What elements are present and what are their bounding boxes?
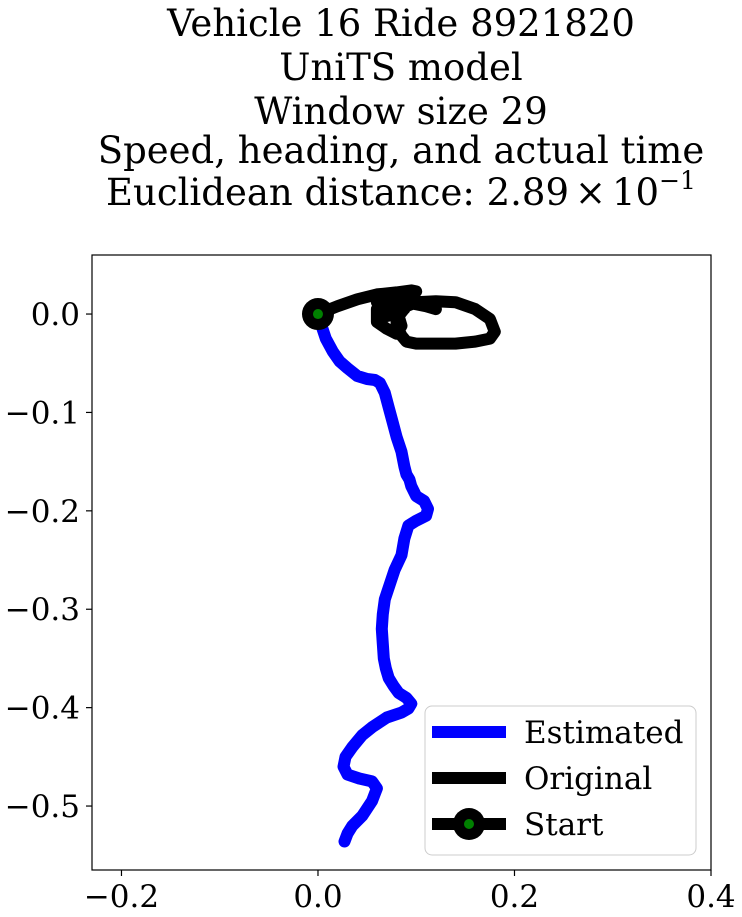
legend-label-estimated: Estimated [524, 715, 683, 751]
title-line-3: Window size 29 [254, 90, 548, 133]
x-tick-label: 0.4 [686, 879, 735, 915]
plot-area: −0.2 0.0 0.2 0.4 0.0 −0.1 −0.2 −0.3 −0.4 −0.5 [5, 254, 736, 915]
x-tick-label: 0.0 [293, 879, 342, 915]
title-distance-base: 10 [612, 171, 659, 214]
y-tick-label: −0.1 [5, 395, 80, 431]
y-axis: 0.0 −0.1 −0.2 −0.3 −0.4 −0.5 [5, 297, 92, 825]
y-tick-label: −0.5 [5, 789, 80, 825]
start-marker-center [312, 309, 323, 320]
series-layer [301, 284, 501, 848]
plot-frame [91, 254, 712, 871]
y-tick-label: −0.3 [5, 592, 80, 628]
title-distance-times: × [575, 171, 606, 214]
title-line-5: Euclidean distance: 2.89 × 10−1 [106, 166, 696, 214]
chart-title: Vehicle 16 Ride 8921820 UniTS model Wind… [98, 2, 705, 214]
title-distance-prefix: Euclidean distance: 2.89 [106, 171, 569, 214]
x-tick-label: 0.2 [490, 879, 539, 915]
legend-box [424, 705, 697, 856]
series-line-original [312, 284, 501, 350]
title-distance-exponent: −1 [659, 166, 696, 195]
legend-start-marker-center [464, 819, 474, 829]
legend: Estimated Original Start [424, 705, 697, 856]
x-tick-label: −0.2 [84, 879, 159, 915]
title-line-1: Vehicle 16 Ride 8921820 [166, 2, 635, 45]
y-tick-label: 0.0 [31, 297, 80, 333]
title-line-2: UniTS model [279, 46, 522, 89]
series-line-estimated [312, 308, 434, 848]
legend-label-start: Start [524, 807, 604, 843]
legend-label-original: Original [524, 761, 652, 797]
y-tick-label: −0.4 [5, 691, 80, 727]
x-axis: −0.2 0.0 0.2 0.4 [84, 870, 736, 915]
y-tick-label: −0.2 [5, 494, 80, 530]
title-line-4: Speed, heading, and actual time [98, 129, 705, 172]
